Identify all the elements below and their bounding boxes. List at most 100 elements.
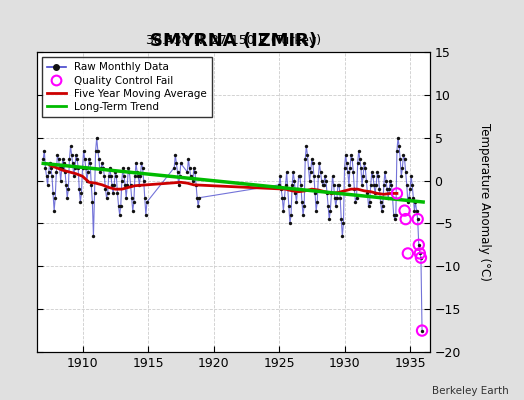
Point xyxy=(351,199,359,205)
Point xyxy=(57,177,65,184)
Point xyxy=(390,216,399,222)
Point xyxy=(349,169,357,175)
Point xyxy=(414,242,423,248)
Point xyxy=(139,177,148,184)
Point xyxy=(73,156,81,162)
Point xyxy=(321,173,329,180)
Point xyxy=(336,194,344,201)
Point xyxy=(97,164,105,171)
Point xyxy=(402,182,411,188)
Point xyxy=(132,160,140,167)
Point xyxy=(61,169,69,175)
Point xyxy=(417,254,425,261)
Point xyxy=(333,194,341,201)
Point xyxy=(40,147,49,154)
Point xyxy=(312,207,320,214)
Point xyxy=(42,173,51,180)
Point xyxy=(75,186,83,192)
Point xyxy=(185,164,194,171)
Point xyxy=(301,156,310,162)
Point xyxy=(49,190,57,197)
Point xyxy=(143,199,151,205)
Point xyxy=(89,233,97,240)
Point xyxy=(354,160,362,167)
Point xyxy=(299,212,307,218)
Point xyxy=(377,207,386,214)
Title: SMYRNA (IZMIR): SMYRNA (IZMIR) xyxy=(150,32,316,50)
Point xyxy=(359,173,367,180)
Point xyxy=(308,156,316,162)
Point xyxy=(304,164,313,171)
Point xyxy=(59,156,67,162)
Point xyxy=(358,182,366,188)
Point xyxy=(69,160,77,167)
Point xyxy=(417,254,425,261)
Point xyxy=(401,216,410,222)
Point xyxy=(300,203,308,210)
Point xyxy=(401,169,410,175)
Point xyxy=(346,164,354,171)
Point xyxy=(388,194,397,201)
Point xyxy=(325,216,333,222)
Point xyxy=(86,160,94,167)
Point xyxy=(411,199,420,205)
Point xyxy=(280,194,289,201)
Point xyxy=(324,203,332,210)
Point xyxy=(323,190,331,197)
Point xyxy=(74,164,82,171)
Point xyxy=(138,164,147,171)
Point xyxy=(187,173,195,180)
Point xyxy=(79,164,87,171)
Point xyxy=(114,203,123,210)
Point xyxy=(319,182,327,188)
Point xyxy=(341,164,349,171)
Point xyxy=(47,164,55,171)
Point xyxy=(343,160,351,167)
Point xyxy=(399,152,408,158)
Point xyxy=(311,190,319,197)
Point xyxy=(362,177,370,184)
Point xyxy=(396,156,405,162)
Point xyxy=(171,152,180,158)
Point xyxy=(297,182,305,188)
Point xyxy=(367,182,375,188)
Point xyxy=(368,169,376,175)
Point xyxy=(53,152,62,158)
Point xyxy=(124,164,133,171)
Point xyxy=(141,212,150,218)
Point xyxy=(322,177,330,184)
Point xyxy=(71,164,79,171)
Point xyxy=(137,160,146,167)
Point xyxy=(418,327,426,334)
Point xyxy=(87,182,95,188)
Point xyxy=(365,199,374,205)
Point xyxy=(288,182,297,188)
Point xyxy=(190,164,198,171)
Point xyxy=(352,194,361,201)
Point xyxy=(375,186,384,192)
Point xyxy=(80,147,88,154)
Point xyxy=(46,160,54,167)
Point xyxy=(347,152,355,158)
Point xyxy=(62,182,70,188)
Point xyxy=(94,147,102,154)
Point xyxy=(383,186,391,192)
Point xyxy=(54,156,63,162)
Point xyxy=(45,169,53,175)
Point xyxy=(276,173,285,180)
Point xyxy=(418,327,426,334)
Point xyxy=(194,203,202,210)
Point xyxy=(173,169,182,175)
Point xyxy=(320,182,328,188)
Point xyxy=(360,160,368,167)
Point xyxy=(413,216,422,222)
Point xyxy=(51,194,59,201)
Point xyxy=(286,220,294,227)
Point xyxy=(337,216,345,222)
Point xyxy=(275,182,283,188)
Text: Berkeley Earth: Berkeley Earth xyxy=(432,386,508,396)
Point xyxy=(408,182,417,188)
Point xyxy=(64,186,72,192)
Point xyxy=(289,169,298,175)
Point xyxy=(41,164,50,171)
